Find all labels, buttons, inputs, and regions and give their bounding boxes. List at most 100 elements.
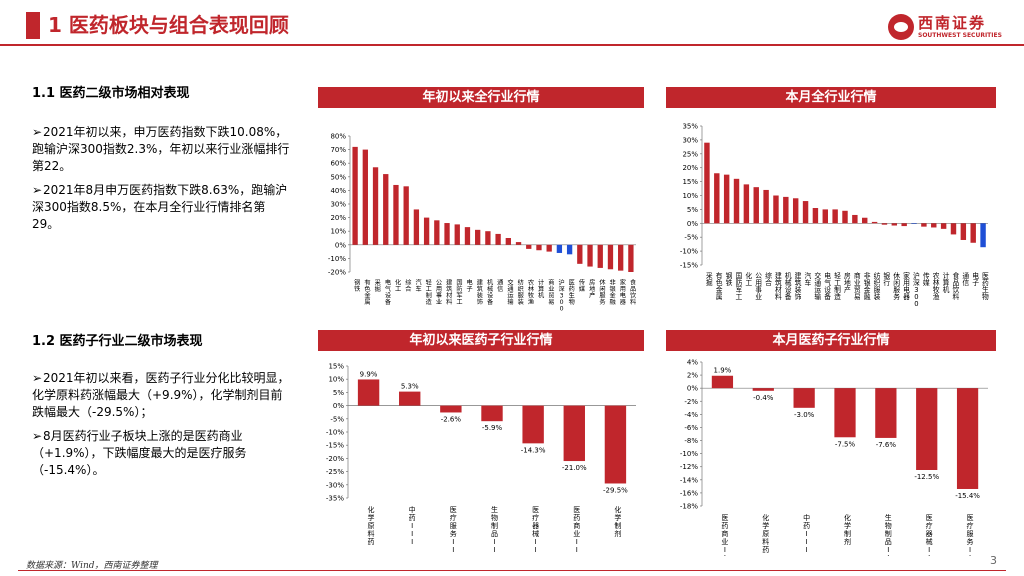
bar <box>881 223 888 225</box>
x-category-label: 医药商业III <box>573 506 580 552</box>
x-category-label: 建筑装饰 <box>795 271 802 301</box>
x-category-label: 家用电器 <box>903 271 910 301</box>
bar <box>802 201 809 224</box>
y-tick-label: -5% <box>684 234 698 242</box>
y-tick-label: 40% <box>330 187 346 195</box>
data-label: -21.0% <box>562 464 587 472</box>
x-category-label: 化学原料药 <box>368 505 375 546</box>
source-note: 数据来源：Wind，西南证券整理 <box>26 561 158 571</box>
x-category-label: 非银金融 <box>610 279 617 307</box>
bar <box>587 244 593 267</box>
bar <box>940 223 947 229</box>
bar <box>515 242 522 245</box>
bullet-item: ➢2021年8月申万医药指数下跌8.63%，跑输沪深300指数8.5%，在本月全… <box>32 183 288 231</box>
y-tick-label: 35% <box>682 123 698 131</box>
bar <box>607 244 614 270</box>
chart-header-month-sub: 本月医药子行业行情 <box>666 330 996 351</box>
y-tick-label: 30% <box>682 136 698 144</box>
bar <box>440 405 462 413</box>
data-label: 9.9% <box>360 370 378 378</box>
bar <box>834 388 856 438</box>
x-category-label: 有色金属 <box>364 279 371 307</box>
y-tick-label: 50% <box>330 173 346 181</box>
bar <box>980 223 986 248</box>
bar <box>916 388 938 470</box>
x-category-label: 医疗服务III <box>450 506 457 552</box>
y-tick-label: -18% <box>680 503 698 511</box>
data-label: -14.3% <box>521 446 546 454</box>
data-label: -0.4% <box>753 394 774 402</box>
y-tick-label: 0% <box>333 402 344 410</box>
x-category-label: 化学制剂 <box>844 513 851 546</box>
bar <box>563 405 585 462</box>
data-label: -7.5% <box>835 440 856 448</box>
y-tick-label: 15% <box>682 178 698 186</box>
x-category-label: 医疗服务III <box>967 514 974 556</box>
bar <box>704 142 710 224</box>
bar <box>783 196 789 224</box>
logo-text-cn: 西南证券 <box>918 14 987 32</box>
bar <box>871 221 878 224</box>
bar <box>383 174 389 245</box>
data-label: -29.5% <box>603 486 628 494</box>
y-tick-label: 10% <box>328 376 344 384</box>
y-tick-label: 20% <box>330 214 346 222</box>
x-category-label: 沪深 3 0 0 <box>558 279 564 313</box>
triangle-bullet-icon: ➢ <box>32 429 43 443</box>
y-tick-label: -10% <box>326 429 344 437</box>
bar <box>556 244 563 253</box>
logo-mark-icon <box>888 14 914 40</box>
x-category-label: 医疗器械III <box>926 514 933 556</box>
x-category-label: 采掘 <box>375 279 381 294</box>
bar <box>891 223 898 226</box>
x-category-label: 公用事业 <box>755 272 762 301</box>
chart-header-ytd-sub: 年初以来医药子行业行情 <box>318 330 644 351</box>
x-category-label: 中药 I I I <box>803 513 810 554</box>
section-title-1: 1.1 医药二级市场相对表现 <box>32 86 190 101</box>
y-tick-label: 10% <box>682 192 698 200</box>
brand-logo: 西南证券 SOUTHWEST SECURITIES <box>888 12 1002 42</box>
x-category-label: 电子 <box>972 271 979 287</box>
y-tick-label: -8% <box>684 437 698 445</box>
x-category-label: 公用事业 <box>436 280 442 307</box>
y-tick-label: -4% <box>684 411 698 419</box>
y-tick-label: -10% <box>328 255 346 263</box>
x-category-label: 化工 <box>395 279 401 294</box>
x-category-label: 通信 <box>497 279 503 294</box>
y-tick-label: -5% <box>330 415 344 423</box>
bar <box>792 198 799 224</box>
bar <box>399 391 421 406</box>
bar <box>357 379 380 406</box>
bar <box>842 210 848 224</box>
bar <box>970 223 976 243</box>
section-1-bullets: ➢2021年初以来，申万医药指数下跌10.08%，跑输沪深300指数2.3%，年… <box>32 124 290 240</box>
y-tick-label: 5% <box>687 206 698 214</box>
y-tick-label: -10% <box>680 450 698 458</box>
x-category-label: 房地产 <box>589 279 595 300</box>
chart-month-all-industries: -15% -10% -5% 0% 5% 10% 15% 20% 25% 30% 35% 采掘有色金属钢… <box>680 123 989 309</box>
x-category-label: 家用电器 <box>620 279 627 307</box>
chart-month-pharma-sub: -18% -16% -14% -12% -10% -8% -6% -4% -2% 0% 2% 4% 1.… <box>680 359 988 556</box>
bullet-item: ➢2021年初以来，申万医药指数下跌10.08%，跑输沪深300指数2.3%，年… <box>32 125 290 173</box>
bar <box>723 174 730 224</box>
y-tick-label: 10% <box>330 228 346 236</box>
data-label: 5.3% <box>401 383 419 391</box>
x-category-label: 纺织服装 <box>518 279 524 307</box>
data-label: -15.4% <box>955 492 980 500</box>
x-category-label: 食品饮料 <box>630 279 637 307</box>
bar <box>464 227 471 245</box>
x-category-label: 中药 I I I <box>409 505 416 546</box>
bar <box>822 209 828 224</box>
logo-text-en: SOUTHWEST SECURITIES <box>918 32 1002 39</box>
x-category-label: 机械设备 <box>487 279 494 307</box>
x-category-label: 汽车 <box>805 271 812 287</box>
bar <box>752 388 774 391</box>
bar <box>434 220 440 245</box>
bar <box>618 244 624 271</box>
x-category-label: 生物制品III <box>885 513 892 556</box>
y-tick-label: -15% <box>326 442 344 450</box>
x-category-label: 非银金融 <box>864 271 871 301</box>
x-category-label: 生物制品III <box>491 505 498 552</box>
bar <box>505 238 511 245</box>
x-category-label: 计算机 <box>538 279 545 300</box>
